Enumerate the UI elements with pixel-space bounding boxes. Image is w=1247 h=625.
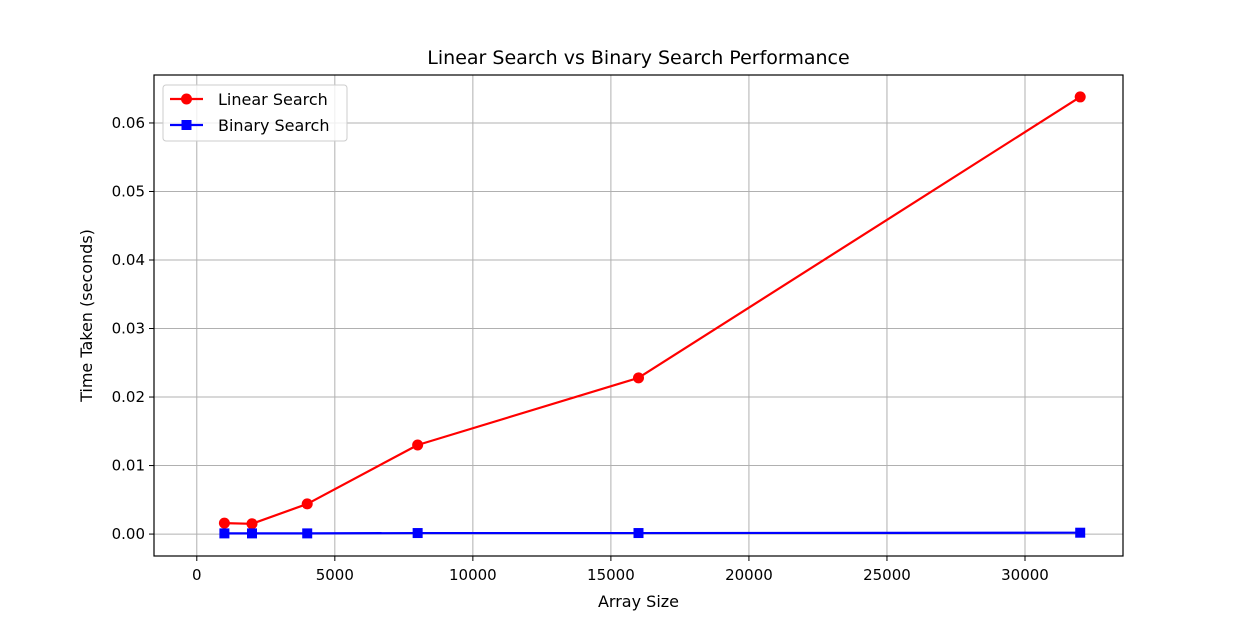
linear-search-series (218, 91, 1086, 530)
linear-search-point (633, 372, 644, 384)
linear-search-point (246, 518, 258, 530)
y-tick-label: 0.02 (112, 388, 145, 406)
binary-search-line (224, 531, 1081, 535)
legend-label: Linear Search (218, 90, 328, 109)
binary-search-point (633, 528, 644, 539)
y-tick-label: 0.04 (112, 251, 145, 269)
binary-search-point (302, 528, 313, 539)
plot-frame (153, 74, 1124, 557)
linear-search-point (301, 498, 313, 510)
ticks: 0 5000 10000 15000 20000 25000 30000 0.00 0.01 0.… (112, 114, 1049, 584)
binary-search-point (1075, 527, 1086, 538)
linear-search-point (1074, 91, 1086, 103)
x-axis-label: Array Size (598, 592, 679, 611)
linear-search-point (412, 439, 424, 451)
legend-label: Binary Search (218, 116, 329, 135)
y-tick-label: 0.05 (112, 182, 145, 200)
x-tick-label: 25000 (863, 566, 911, 584)
binary-search-point (219, 528, 230, 539)
y-axis-label: Time Taken (seconds) (77, 229, 96, 403)
x-tick-label: 20000 (725, 566, 773, 584)
legend-item-linear-search: Linear Search (170, 90, 328, 109)
x-tick-label: 15000 (587, 566, 635, 584)
x-tick-label: 10000 (449, 566, 497, 584)
legend-item-binary-search: Binary Search (170, 116, 329, 135)
x-tick-label: 30000 (1001, 566, 1049, 584)
y-tick-label: 0.01 (112, 457, 145, 475)
binary-search-point (412, 528, 423, 539)
y-tick-label: 0.00 (112, 525, 145, 543)
x-tick-label: 0 (192, 566, 202, 584)
legend-marker (181, 120, 192, 130)
x-tick-label: 5000 (316, 566, 354, 584)
legend-box (162, 84, 348, 142)
linear-search-point (218, 517, 230, 529)
y-tick-label: 0.06 (112, 114, 145, 132)
binary-search-series (219, 527, 1086, 539)
y-tick-label: 0.03 (112, 320, 145, 338)
chart-title: Linear Search vs Binary Search Performan… (427, 47, 849, 69)
legend-marker (181, 93, 192, 105)
series-layer (218, 91, 1086, 539)
legend: Linear Search Binary Search (162, 84, 348, 142)
binary-search-point (247, 528, 258, 539)
